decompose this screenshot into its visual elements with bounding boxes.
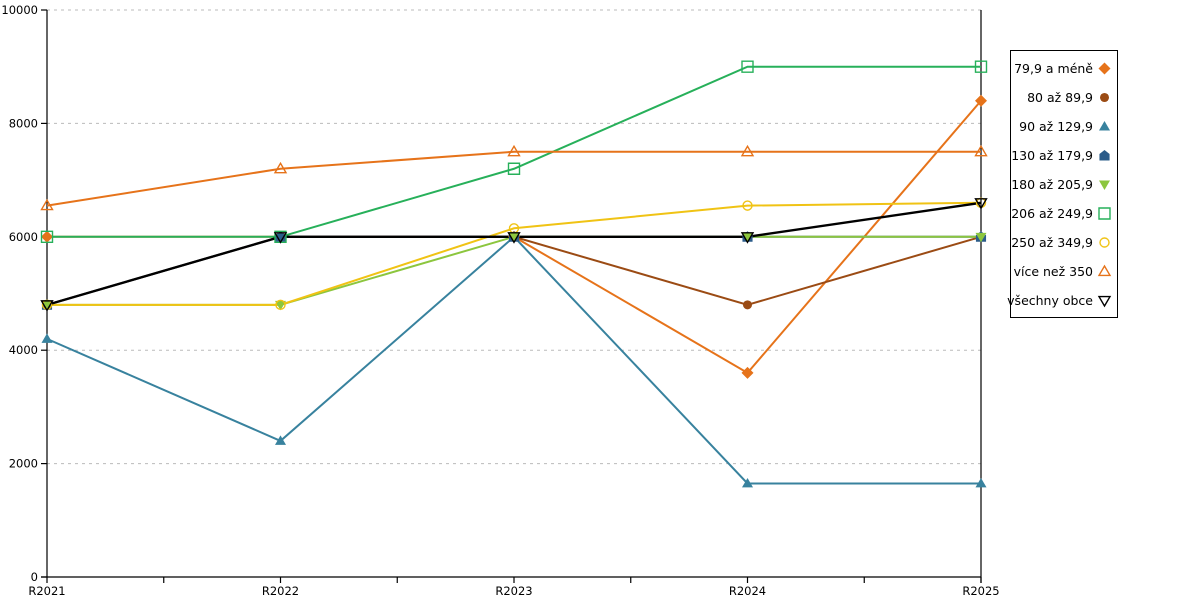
data-point-s2-R2021 [41, 333, 53, 343]
data-point-s7-R2024 [740, 144, 755, 157]
triangle-up-open-marker-icon [1097, 264, 1112, 276]
data-point-s5-R2024 [741, 60, 754, 73]
legend-marker-glyph [1099, 120, 1110, 130]
legend-marker-glyph [1097, 264, 1112, 276]
data-point-s7-R2021 [40, 198, 54, 211]
y-tick-label: 4000 [9, 343, 38, 357]
x-tick-label: R2021 [28, 584, 65, 598]
legend-item-0: 79,9 a méně [1011, 55, 1117, 81]
legend-item-5: 206 až 249,9 [1011, 200, 1117, 226]
legend-item-label: 250 až 349,9 [1011, 234, 1093, 250]
triangle-down-open-marker-icon [1097, 295, 1112, 307]
data-point-s6-R2022 [275, 299, 286, 311]
data-point-s1-R2024 [742, 300, 753, 310]
data-point-s8-R2022 [273, 232, 288, 244]
pentagon-marker-icon [1099, 149, 1110, 160]
legend-item-label: všechny obce [1007, 292, 1093, 308]
circle-marker-icon [1099, 92, 1110, 102]
legend-item-8: všechny obce [1007, 287, 1117, 313]
data-point-s5-R2025 [974, 60, 988, 73]
data-point-s8-R2025 [974, 198, 988, 210]
legend-marker-glyph [1099, 149, 1110, 160]
data-point-s5-R2023 [507, 162, 521, 175]
triangle-down-marker-icon [1099, 180, 1110, 190]
data-point-s7-R2025 [974, 144, 988, 157]
legend-item-7: více než 350 [1011, 258, 1117, 284]
data-point-s8-R2023 [507, 232, 521, 244]
x-tick-label: R2025 [962, 584, 999, 598]
legend-item-3: 130 až 179,9 [1011, 142, 1117, 168]
legend-marker-glyph [1098, 206, 1111, 220]
legend-item-label: 90 až 129,9 [1019, 118, 1093, 134]
legend-marker-glyph [1097, 295, 1112, 307]
legend-marker-glyph [1099, 92, 1110, 102]
data-point-s2-R2022 [275, 435, 286, 445]
legend-item-label: 206 až 249,9 [1011, 205, 1093, 221]
series-line-8 [46, 201, 982, 306]
data-point-s0-R2025 [975, 94, 987, 107]
series-line-1 [46, 235, 982, 306]
legend-item-label: 130 až 179,9 [1011, 147, 1093, 163]
series-line-7 [46, 150, 981, 207]
data-point-s5-R2021 [40, 230, 54, 244]
series-line-3 [46, 235, 981, 306]
data-point-s8-R2021 [40, 300, 54, 312]
y-tick-label: 2000 [9, 457, 38, 471]
chart-legend: 79,9 a méně 80 až 89,9 90 až 129,9 130 až 1… [1007, 50, 1118, 318]
data-point-s6-R2024 [742, 200, 753, 211]
series-line-5 [47, 65, 981, 238]
data-point-s4-R2023 [508, 232, 520, 243]
data-point-s4-R2022 [275, 300, 286, 311]
diamond-marker-icon [1098, 62, 1111, 74]
legend-item-4: 180 až 205,9 [1011, 171, 1117, 197]
data-point-s5-R2022 [274, 230, 287, 244]
data-point-s0-R2021 [41, 230, 53, 243]
data-point-s4-R2025 [975, 232, 987, 243]
legend-marker-glyph [1098, 62, 1111, 74]
data-point-s7-R2023 [507, 144, 521, 157]
legend-item-label: 79,9 a méně [1014, 60, 1093, 76]
data-point-s8-R2024 [740, 232, 755, 244]
legend-item-1: 80 až 89,9 [1011, 84, 1117, 110]
data-point-s2-R2025 [975, 477, 987, 488]
data-point-s4-R2021 [41, 300, 53, 311]
legend-marker-glyph [1099, 236, 1110, 248]
series-line-4 [47, 235, 981, 306]
legend-item-2: 90 až 129,9 [1011, 113, 1117, 139]
series-line-6 [47, 201, 982, 306]
data-point-s4-R2024 [742, 232, 753, 243]
legend-item-6: 250 až 349,9 [1011, 229, 1117, 255]
series-line-2 [46, 235, 981, 485]
x-tick-label: R2024 [729, 584, 766, 598]
legend-marker-glyph [1099, 180, 1110, 190]
y-tick-label: 10000 [1, 3, 38, 17]
data-point-s2-R2024 [742, 477, 753, 488]
y-tick-label: 0 [31, 570, 38, 584]
data-point-s0-R2024 [741, 366, 754, 379]
circle-open-marker-icon [1099, 236, 1110, 248]
y-tick-label: 8000 [9, 116, 38, 130]
x-tick-label: R2023 [495, 584, 532, 598]
x-tick-label: R2022 [262, 584, 299, 598]
data-point-s7-R2022 [273, 161, 288, 174]
y-tick-label: 6000 [9, 230, 38, 244]
legend-item-label: 180 až 205,9 [1011, 176, 1093, 192]
triangle-up-marker-icon [1099, 120, 1110, 130]
legend-item-label: více než 350 [1013, 263, 1093, 279]
legend-item-label: 80 až 89,9 [1027, 89, 1093, 105]
square-open-marker-icon [1098, 206, 1111, 220]
